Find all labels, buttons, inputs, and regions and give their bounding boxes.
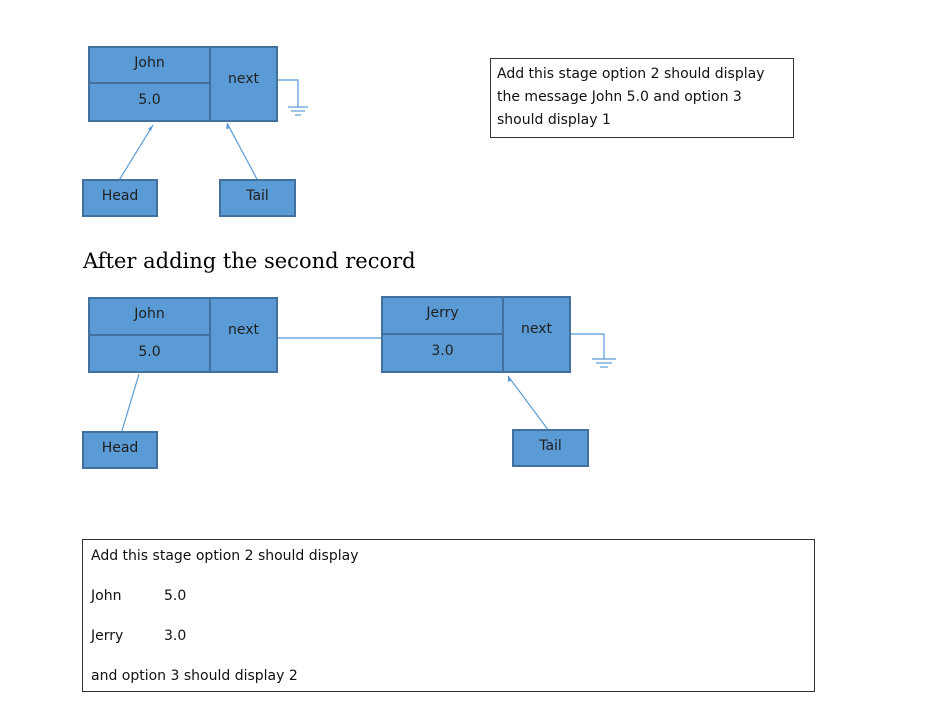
node2-value: 3.0	[431, 343, 454, 359]
tail-arrowhead	[508, 376, 512, 382]
node1-next-cell: next	[209, 297, 278, 373]
node-next-label: next	[227, 71, 259, 87]
note-row-name: Jerry	[91, 628, 124, 644]
note-row: John 5.0	[91, 585, 806, 625]
head-arrowhead	[148, 125, 153, 131]
tail-box: Tail	[219, 179, 296, 217]
note-row: Jerry 3.0	[91, 625, 806, 665]
tail-label: Tail	[246, 188, 269, 204]
tail-label-2: Tail	[539, 438, 562, 454]
node1-name: John	[134, 306, 165, 322]
null-pointer-line	[571, 333, 605, 359]
node2-name-cell: Jerry	[381, 296, 504, 335]
node1-next-label: next	[227, 322, 259, 338]
note-row-name: John	[91, 588, 122, 604]
note-line: the message John 5.0 and option 3	[497, 89, 742, 105]
node-value-cell: 5.0	[88, 82, 211, 122]
note-outro: and option 3 should display 2	[91, 668, 298, 684]
head-label: Head	[101, 188, 139, 204]
head-box: Head	[82, 179, 158, 217]
head-pointer-line	[117, 124, 154, 183]
tail-pointer-line	[226, 122, 259, 182]
node-name: John	[134, 55, 165, 71]
note-stage-1: Add this stage option 2 should display t…	[490, 58, 794, 138]
node2-next-label: next	[520, 321, 552, 337]
node1-value-cell: 5.0	[88, 334, 211, 373]
node-name-cell: John	[88, 46, 211, 84]
tail-box-2: Tail	[512, 429, 589, 467]
null-pointer-line	[278, 79, 299, 107]
tail-pointer-line	[507, 375, 550, 432]
node1-value: 5.0	[138, 344, 161, 360]
section-heading: After adding the second record	[83, 249, 416, 273]
head-box-2: Head	[82, 431, 158, 469]
head-pointer-line	[120, 373, 140, 435]
note-intro: Add this stage option 2 should display	[91, 548, 359, 564]
node2-value-cell: 3.0	[381, 333, 504, 373]
note-stage-2: Add this stage option 2 should display J…	[82, 539, 815, 692]
tail-arrowhead	[226, 123, 230, 129]
note-line: Add this stage option 2 should display	[497, 66, 765, 82]
head-label-2: Head	[101, 440, 139, 456]
node1-name-cell: John	[88, 297, 211, 336]
note-line: should display 1	[497, 112, 611, 128]
node2-next-cell: next	[502, 296, 571, 373]
note-row-value: 5.0	[164, 588, 187, 604]
note-row-value: 3.0	[164, 628, 187, 644]
node-value: 5.0	[138, 92, 161, 108]
node-next-cell: next	[209, 46, 278, 122]
node2-name: Jerry	[426, 305, 459, 321]
